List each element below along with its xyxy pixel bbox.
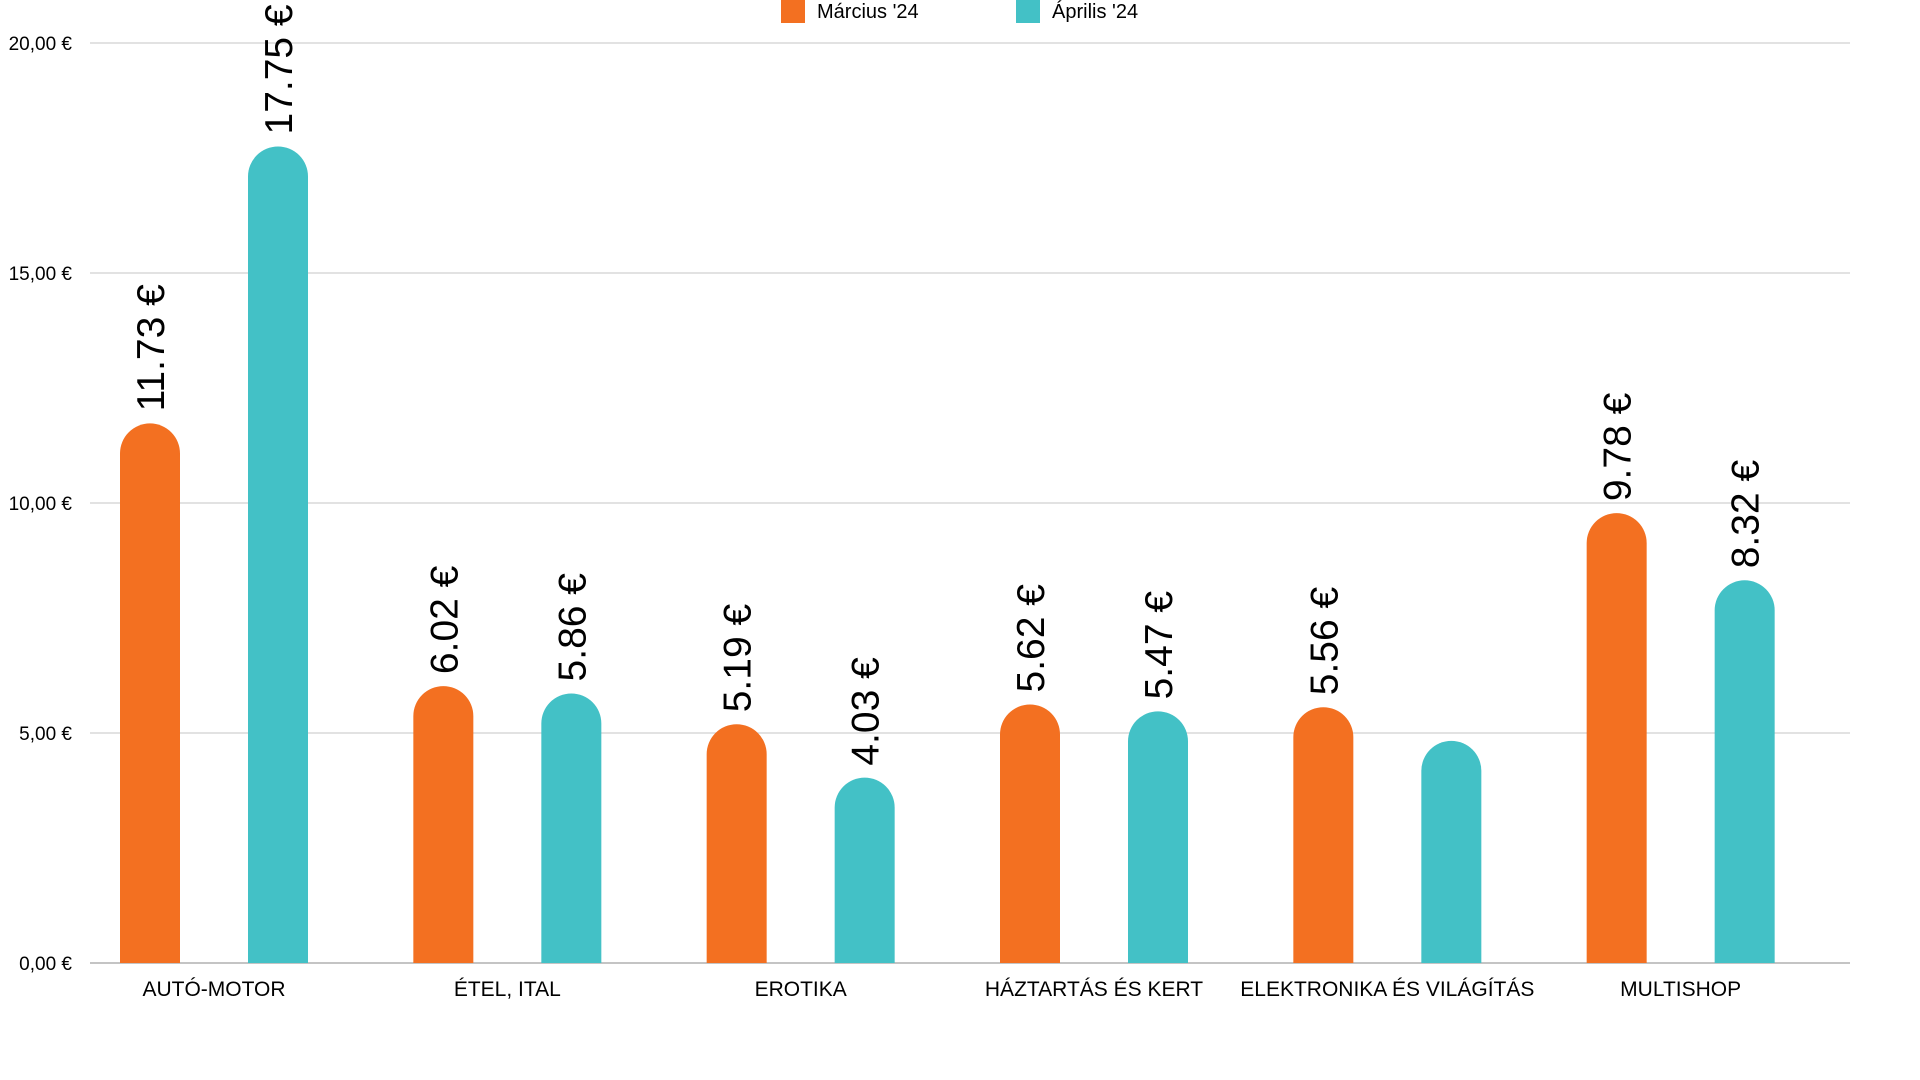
y-tick-label: 20,00 €: [9, 34, 73, 55]
x-category-label: HÁZTARTÁS ÉS KERT: [985, 978, 1203, 1001]
bar-aprilis: [1421, 740, 1482, 963]
data-label: 5.47 €: [1138, 591, 1181, 700]
data-label: 4.03 €: [845, 657, 888, 766]
bar-marcius: [413, 686, 474, 963]
data-label: 5.86 €: [551, 573, 594, 682]
legend-swatch: [781, 0, 805, 23]
legend-label: Április '24: [1052, 0, 1138, 23]
x-category-label: ÉTEL, ITAL: [454, 978, 561, 1001]
bar-marcius: [120, 423, 180, 963]
bar-aprilis: [248, 146, 308, 964]
data-label: 5.19 €: [717, 604, 760, 713]
x-category-label: AUTÓ-MOTOR: [142, 978, 285, 1001]
x-category-label: ELEKTRONIKA ÉS VILÁGÍTÁS: [1240, 978, 1534, 1001]
y-tick-label: 5,00 €: [19, 724, 72, 745]
data-label: 17.75 €: [258, 4, 301, 134]
data-label: 8.32 €: [1725, 460, 1768, 569]
x-category-label: MULTISHOP: [1620, 978, 1741, 1001]
bar-aprilis: [541, 693, 602, 963]
legend: Március '24 Április '24: [781, 0, 1138, 23]
bar-marcius: [1586, 513, 1647, 963]
bar-aprilis: [1128, 711, 1188, 963]
data-label: 11.73 €: [130, 284, 173, 412]
legend-label: Március '24: [817, 1, 919, 23]
labels-layer: 11.73 € 17.75 € AUTÓ-MOTOR 6.02 € 5.86 € ÉTEL…: [130, 4, 1768, 1001]
x-category-label: EROTIKA: [755, 978, 847, 1001]
data-label: 5.56 €: [1303, 586, 1346, 695]
legend-swatch: [1016, 0, 1040, 23]
grid-layer: 0,00 € 5,00 € 10,00 € 15,00 € 20,00 €: [9, 34, 1850, 975]
data-label: 6.02 €: [423, 565, 466, 674]
y-tick-label: 15,00 €: [9, 264, 73, 285]
bar-aprilis: [1714, 580, 1775, 963]
bar-aprilis: [834, 777, 895, 963]
data-label: 9.78 €: [1597, 392, 1640, 501]
bar-marcius: [1293, 707, 1354, 963]
bars-layer: [120, 146, 1775, 964]
y-tick-label: 0,00 €: [19, 954, 72, 975]
bar-marcius: [1000, 704, 1060, 963]
bar-marcius: [706, 724, 767, 963]
data-label: 5.62 €: [1010, 584, 1053, 693]
y-tick-label: 10,00 €: [9, 494, 73, 515]
